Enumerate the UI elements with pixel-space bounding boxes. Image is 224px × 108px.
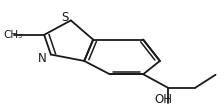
Text: N: N	[38, 52, 46, 65]
Text: S: S	[62, 11, 69, 24]
Text: CH₃: CH₃	[3, 30, 23, 40]
Text: OH: OH	[154, 93, 172, 106]
